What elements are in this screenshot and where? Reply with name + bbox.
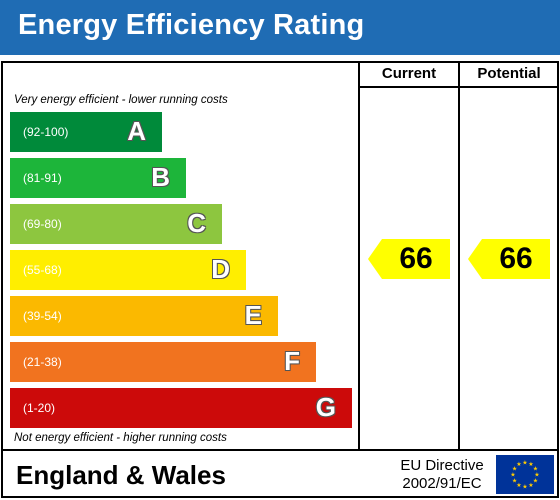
band-range-label: (55-68) <box>23 263 62 277</box>
flag-star-icon: ★ <box>528 461 533 468</box>
band-range-label: (1-20) <box>23 401 56 415</box>
eu-flag-icon: ★ ★★★★★★★★★★★ <box>496 455 554 494</box>
region-label: England & Wales <box>16 460 226 490</box>
header-bar: Energy Efficiency Rating <box>0 0 560 55</box>
flag-star-icon: ★ <box>522 484 527 491</box>
flag-star-icon: ★ <box>516 461 521 468</box>
flag-star-icon: ★ <box>533 478 538 485</box>
band-a: (92-100) A <box>10 112 162 152</box>
directive-line-2: 2002/91/EC <box>402 475 482 492</box>
band-letter: A <box>127 116 146 146</box>
flag-star-icon: ★ <box>533 466 538 473</box>
directive-line-1: EU Directive <box>400 457 484 474</box>
column-divider-potential <box>458 61 460 451</box>
band-c: (69-80) C <box>10 204 222 244</box>
band-range-label: (21-38) <box>23 355 62 369</box>
column-header-current: Current <box>381 65 437 82</box>
flag-star-icon: ★ <box>534 472 539 479</box>
band-b: (81-91) B <box>10 158 186 198</box>
band-d: (55-68) D <box>10 250 246 290</box>
band-letter: F <box>284 346 300 376</box>
band-f: (21-38) F <box>10 342 316 382</box>
potential-rating-arrow: 66 <box>468 239 550 279</box>
flag-star-icon: ★ <box>512 478 517 485</box>
band-range-label: (39-54) <box>23 309 62 323</box>
flag-star-icon: ★ <box>516 482 521 489</box>
band-letter: B <box>151 162 170 192</box>
column-header-potential: Potential <box>477 65 541 82</box>
top-caption: Very energy efficient - lower running co… <box>14 94 228 106</box>
rating-table <box>1 61 559 498</box>
flag-star-icon: ★ <box>510 472 515 479</box>
band-letter: D <box>211 254 230 284</box>
flag-star-icon: ★ <box>522 460 527 467</box>
flag-star-icon: ★ <box>528 482 533 489</box>
column-divider-current <box>358 61 360 451</box>
band-letter: E <box>244 300 262 330</box>
footer-divider <box>1 449 559 451</box>
band-range-label: (81-91) <box>23 171 62 185</box>
current-rating-arrow: 66 <box>368 239 450 279</box>
page-title: Energy Efficiency Rating <box>18 9 365 41</box>
bottom-caption: Not energy efficient - higher running co… <box>14 432 227 444</box>
band-g: (1-20) G <box>10 388 352 428</box>
flag-star-icon: ★ <box>512 466 517 473</box>
potential-rating-value: 66 <box>499 242 533 275</box>
band-range-label: (92-100) <box>23 125 69 139</box>
header-divider <box>358 86 559 88</box>
band-range-label: (69-80) <box>23 217 62 231</box>
band-letter: C <box>187 208 206 238</box>
band-letter: G <box>315 392 336 422</box>
band-e: (39-54) E <box>10 296 278 336</box>
current-rating-value: 66 <box>399 242 433 275</box>
